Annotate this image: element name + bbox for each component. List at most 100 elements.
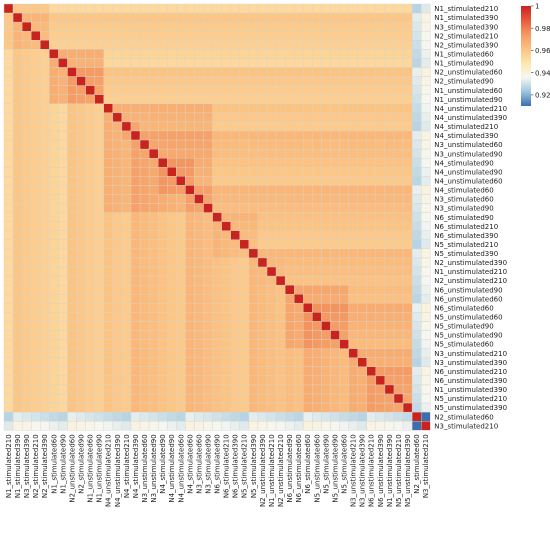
heatmap-cell xyxy=(194,167,204,177)
heatmap-cell xyxy=(339,294,349,304)
heatmap-cell xyxy=(266,21,277,32)
heatmap-cell xyxy=(21,330,32,340)
heatmap-cell xyxy=(266,421,277,431)
heatmap-cell xyxy=(139,185,150,195)
heatmap-cell xyxy=(411,411,422,422)
heatmap-cell xyxy=(221,284,231,295)
heatmap-cell xyxy=(40,284,50,295)
row-labels: N1_stimulated210N1_stimulated390N3_stimu… xyxy=(434,5,507,430)
heatmap-cell xyxy=(384,157,395,168)
heatmap-cell xyxy=(212,76,222,86)
heatmap-cell xyxy=(375,185,386,195)
heatmap-cell xyxy=(21,421,32,431)
heatmap-cell xyxy=(221,194,231,204)
heatmap-cell xyxy=(384,130,395,141)
heatmap-cell xyxy=(294,257,304,268)
heatmap-cell xyxy=(294,21,304,32)
heatmap-cell xyxy=(67,40,77,50)
heatmap-cell xyxy=(103,130,114,141)
heatmap-cell xyxy=(257,157,268,168)
heatmap-cell xyxy=(339,157,349,168)
heatmap-cell xyxy=(212,375,222,386)
heatmap-cell xyxy=(157,230,168,241)
heatmap-cell xyxy=(203,339,213,349)
heatmap-cell xyxy=(67,266,77,277)
heatmap-cell xyxy=(112,421,123,431)
heatmap-cell xyxy=(85,67,95,77)
heatmap-cell xyxy=(284,339,295,349)
heatmap-cell xyxy=(103,294,114,304)
heatmap-cell xyxy=(103,266,114,277)
heatmap-cell xyxy=(266,31,277,41)
row-label: N6_stimulated210 xyxy=(434,223,498,231)
heatmap-cell xyxy=(402,248,413,259)
heatmap-cell xyxy=(303,31,313,41)
heatmap-cell xyxy=(203,366,213,377)
heatmap-cell xyxy=(21,31,32,41)
heatmap-cell xyxy=(321,203,331,213)
heatmap-cell xyxy=(402,348,413,358)
heatmap-cell xyxy=(348,67,358,77)
heatmap-cell xyxy=(348,76,358,86)
heatmap-cell xyxy=(330,3,340,14)
heatmap-cell xyxy=(402,130,413,141)
heatmap-cell xyxy=(266,393,277,404)
heatmap-cell xyxy=(357,94,368,104)
heatmap-cell xyxy=(321,3,331,14)
heatmap-cell xyxy=(239,339,250,349)
heatmap-cell xyxy=(167,421,177,431)
heatmap-cell xyxy=(421,67,431,77)
column-label: N2_stimulated60 xyxy=(413,434,421,493)
heatmap-cell xyxy=(411,58,422,68)
heatmap-cell xyxy=(266,85,277,95)
heatmap-cell xyxy=(212,139,222,150)
heatmap-cell xyxy=(384,402,395,413)
heatmap-cell xyxy=(339,194,349,204)
heatmap-cell xyxy=(212,411,222,422)
heatmap-cell xyxy=(366,312,377,322)
heatmap-cell xyxy=(375,275,386,286)
heatmap-cell xyxy=(148,40,159,50)
heatmap-cell xyxy=(58,194,68,204)
heatmap-cell xyxy=(284,21,295,32)
heatmap-cell xyxy=(330,384,340,395)
heatmap-cell xyxy=(375,94,386,104)
heatmap-cell xyxy=(357,3,368,14)
column-label: N3_stimulated90 xyxy=(204,434,212,493)
heatmap-cell xyxy=(185,393,195,404)
heatmap-cell xyxy=(112,76,123,86)
heatmap-cell xyxy=(275,157,286,168)
heatmap-cell xyxy=(121,194,132,204)
heatmap-cell xyxy=(357,230,368,241)
heatmap-cell xyxy=(130,312,141,322)
heatmap-cell xyxy=(49,402,59,413)
heatmap-cell xyxy=(94,312,104,322)
heatmap-cell xyxy=(40,67,50,77)
heatmap-cell xyxy=(12,266,23,277)
heatmap-cell xyxy=(103,275,114,286)
heatmap-cell xyxy=(294,275,304,286)
heatmap-cell xyxy=(85,402,95,413)
heatmap-cell xyxy=(212,294,222,304)
heatmap-cell xyxy=(58,275,68,286)
heatmap-cell xyxy=(348,49,358,59)
heatmap-cell xyxy=(339,67,349,77)
heatmap-cell xyxy=(76,375,86,386)
heatmap-cell xyxy=(203,112,213,123)
heatmap-cell xyxy=(130,230,141,241)
heatmap-cell xyxy=(375,357,386,368)
heatmap-cell xyxy=(167,221,177,231)
heatmap-cell xyxy=(421,157,431,168)
heatmap-cell xyxy=(339,3,349,14)
heatmap-cell xyxy=(421,112,431,123)
heatmap-cell xyxy=(303,239,313,250)
heatmap-cell xyxy=(31,212,41,222)
heatmap-cell xyxy=(411,275,422,286)
heatmap-cell xyxy=(212,112,222,123)
heatmap-cell xyxy=(12,139,23,150)
heatmap-cell xyxy=(76,312,86,322)
row-label: N3_unstimulated210 xyxy=(434,350,507,358)
heatmap-cell xyxy=(121,303,132,313)
heatmap-cell xyxy=(339,357,349,368)
heatmap-cell xyxy=(393,339,404,349)
